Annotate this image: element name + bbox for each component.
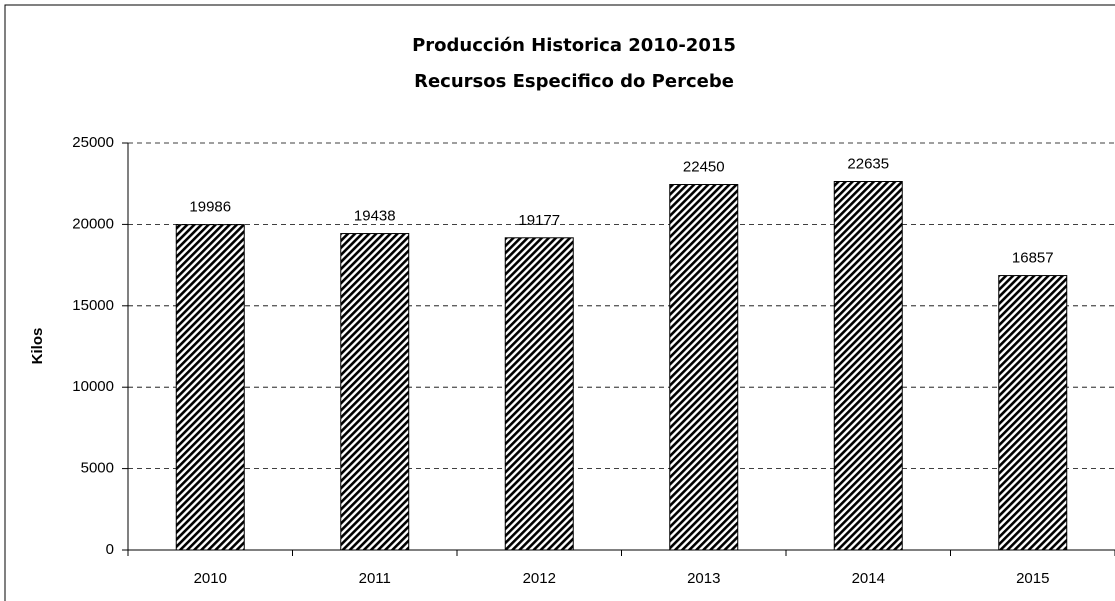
y-axis-title: Kilos: [29, 328, 46, 365]
bar: [504, 237, 574, 551]
y-tick-label: 20000: [72, 215, 114, 232]
bar: [833, 181, 903, 551]
data-label: 19438: [354, 208, 396, 225]
x-tick-label: 2013: [687, 570, 720, 587]
chart-subtitle: Recursos Especifico do Percebe: [414, 71, 734, 92]
data-label: 22450: [683, 158, 725, 175]
x-tick-label: 2012: [523, 570, 556, 587]
bar: [998, 275, 1068, 551]
data-label: 19177: [518, 212, 560, 229]
y-tick-label: 10000: [72, 378, 114, 395]
data-label: 22635: [847, 155, 889, 172]
x-tick-label: 2015: [1016, 570, 1049, 587]
y-tick-label: 25000: [72, 134, 114, 151]
x-tick-label: 2011: [359, 570, 391, 587]
y-tick-label: 0: [106, 541, 114, 558]
y-tick-label: 15000: [72, 297, 114, 314]
bar: [669, 184, 739, 551]
x-tick-label: 2014: [852, 570, 885, 587]
data-label: 19986: [189, 199, 231, 216]
data-label: 16857: [1012, 250, 1054, 267]
y-tick-label: 5000: [81, 460, 114, 477]
bar: [175, 224, 245, 551]
x-tick-label: 2010: [194, 570, 227, 587]
bar: [340, 233, 410, 551]
chart-title: Producción Historica 2010-2015: [412, 35, 736, 56]
